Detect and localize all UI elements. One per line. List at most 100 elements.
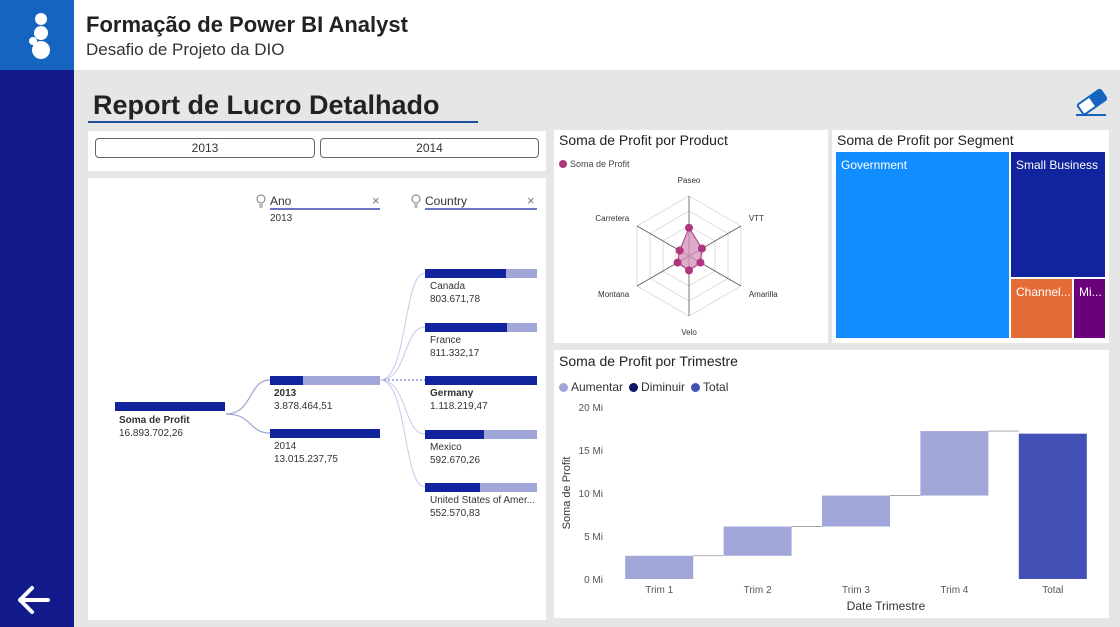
lightbulb-icon xyxy=(410,194,428,208)
y-tick-label: 5 Mi xyxy=(584,532,603,543)
country-label: United States of Amer... xyxy=(430,495,536,506)
app-title: Formação de Power BI Analyst xyxy=(86,12,408,37)
y-tick-label: 20 Mi xyxy=(579,403,603,414)
country-bar[interactable] xyxy=(425,376,537,385)
slicer-2013-button[interactable]: 2013 xyxy=(95,138,315,158)
radar-category-label: Paseo xyxy=(678,176,701,185)
legend-total: Total xyxy=(691,380,728,394)
y-axis-title: Soma de Profit xyxy=(561,457,573,530)
treemap-government[interactable]: Government xyxy=(836,152,1009,338)
legend-label: Soma de Profit xyxy=(570,159,630,169)
country-bar[interactable] xyxy=(425,269,537,278)
root-value: 16.893.702,26 xyxy=(119,428,183,439)
radar-chart: Paseo VTT Amarilla Velo Montana Carretera xyxy=(595,176,778,337)
product-legend: Soma de Profit xyxy=(559,159,630,169)
quarter-chart-title: Soma de Profit por Trimestre xyxy=(559,353,738,369)
decomposition-tree: Ano × 2013 Country × Soma de Profit 16.8… xyxy=(88,178,546,620)
country-bar-fill xyxy=(425,269,506,278)
tree-connectors xyxy=(225,272,426,488)
dio-logo xyxy=(0,0,74,70)
legend-dot xyxy=(559,160,567,168)
treemap-label: Small Business xyxy=(1016,158,1099,172)
waterfall-bar-trim-2 xyxy=(723,526,792,556)
x-tick-label: Total xyxy=(1042,585,1063,596)
radar-category-label: Amarilla xyxy=(749,290,778,299)
lightbulb-icon xyxy=(255,194,273,208)
title-underline xyxy=(88,121,478,123)
close-icon[interactable]: × xyxy=(527,193,535,208)
treemap-label: Mi... xyxy=(1079,285,1102,299)
radar-category-label: Velo xyxy=(681,328,697,337)
field-ano-value: 2013 xyxy=(270,213,293,224)
field-underline xyxy=(425,208,537,210)
year-bar-2014[interactable] xyxy=(270,429,380,438)
y-tick-label: 15 Mi xyxy=(579,446,603,457)
sidebar xyxy=(0,70,74,627)
country-bar-fill xyxy=(425,323,507,332)
country-value: 811.332,17 xyxy=(430,348,480,359)
root-bar[interactable] xyxy=(115,402,225,411)
x-axis-title: Date Trimestre xyxy=(847,599,926,613)
waterfall-bar-trim-4 xyxy=(920,431,989,496)
country-value: 1.118.219,47 xyxy=(430,401,488,412)
back-arrow-icon[interactable] xyxy=(12,580,56,620)
field-country-label: Country xyxy=(425,194,468,208)
country-bar[interactable] xyxy=(425,430,537,439)
treemap-channel[interactable]: Channel... xyxy=(1011,279,1072,338)
radar-category-label: Montana xyxy=(598,290,630,299)
radar-category-label: Carretera xyxy=(595,214,629,223)
root-label: Soma de Profit xyxy=(119,415,190,426)
legend-aumentar: Aumentar xyxy=(559,380,623,394)
waterfall-bar-trim-1 xyxy=(625,555,694,579)
country-bar-fill xyxy=(425,376,537,385)
y-tick-label: 0 Mi xyxy=(584,575,603,586)
treemap-label: Channel... xyxy=(1016,285,1071,299)
x-tick-label: Trim 1 xyxy=(645,585,673,596)
segment-chart-title: Soma de Profit por Segment xyxy=(837,132,1014,148)
radar-point xyxy=(673,258,682,267)
report-title: Report de Lucro Detalhado xyxy=(93,90,440,120)
waterfall-bar-trim-3 xyxy=(822,495,890,527)
treemap-small-business[interactable]: Small Business xyxy=(1011,152,1105,277)
year-bar-2013[interactable] xyxy=(270,376,380,385)
y-tick-label: 10 Mi xyxy=(579,489,603,500)
year-label: 2013 xyxy=(274,388,297,399)
year-label: 2014 xyxy=(274,441,297,452)
x-tick-label: Trim 3 xyxy=(842,585,870,596)
eraser-icon[interactable] xyxy=(1072,86,1112,118)
country-bar[interactable] xyxy=(425,483,537,492)
country-label: Canada xyxy=(430,281,466,292)
year-bar-fill xyxy=(270,429,380,438)
slicer-2014-button[interactable]: 2014 xyxy=(320,138,539,158)
legend-diminuir: Diminuir xyxy=(629,380,685,394)
treemap-midmarket[interactable]: Mi... xyxy=(1074,279,1105,338)
country-value: 803.671,78 xyxy=(430,294,481,305)
field-underline xyxy=(270,208,380,210)
treemap-label: Government xyxy=(841,158,908,172)
field-ano-label: Ano xyxy=(270,194,292,208)
country-bar-fill xyxy=(425,430,484,439)
radar-point xyxy=(685,223,693,232)
country-value: 552.570,83 xyxy=(430,508,481,519)
country-label: France xyxy=(430,335,462,346)
country-label: Germany xyxy=(430,388,474,399)
country-value: 592.670,26 xyxy=(430,455,481,466)
radar-point xyxy=(697,244,706,253)
app-subtitle: Desafio de Projeto da DIO xyxy=(86,40,285,59)
product-chart-title: Soma de Profit por Product xyxy=(559,132,728,148)
quarter-legend: Aumentar Diminuir Total xyxy=(559,380,728,394)
year-bar-fill xyxy=(270,376,303,385)
year-value: 3.878.464,51 xyxy=(274,401,333,412)
waterfall-chart: 0 Mi 5 Mi 10 Mi 15 Mi 20 Mi Trim 1 Trim 2 Trim … xyxy=(561,403,1087,613)
radar-point xyxy=(696,258,705,267)
header xyxy=(74,0,1120,70)
radar-category-label: VTT xyxy=(749,214,764,223)
country-label: Mexico xyxy=(430,442,462,453)
country-bar-fill xyxy=(425,483,480,492)
year-value: 13.015.237,75 xyxy=(274,454,338,465)
radar-point xyxy=(685,266,693,275)
close-icon[interactable]: × xyxy=(372,193,380,208)
x-tick-label: Trim 2 xyxy=(744,585,772,596)
waterfall-bar-total xyxy=(1018,433,1087,579)
country-bar[interactable] xyxy=(425,323,537,332)
